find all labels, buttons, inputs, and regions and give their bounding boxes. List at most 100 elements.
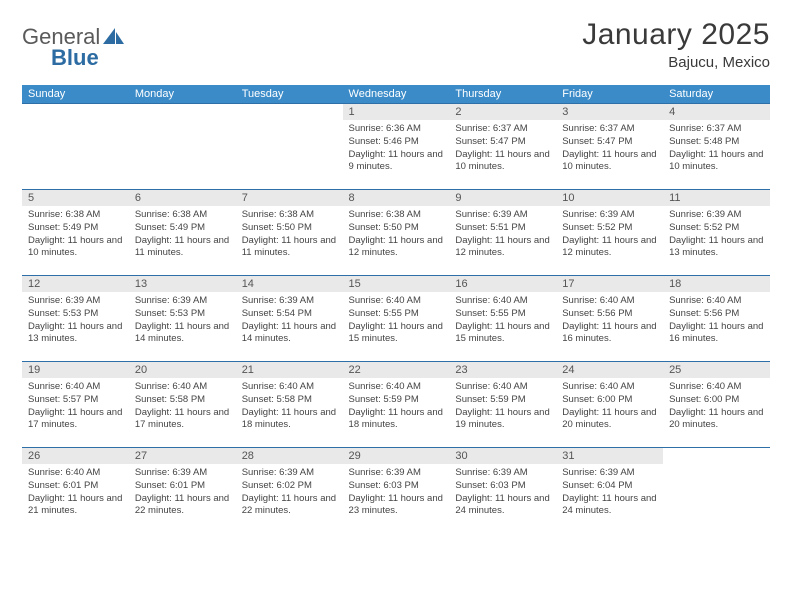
day-content: Sunrise: 6:39 AMSunset: 5:53 PMDaylight:… <box>129 292 236 350</box>
day-content: Sunrise: 6:40 AMSunset: 6:00 PMDaylight:… <box>556 378 663 436</box>
calendar-day-cell: 4Sunrise: 6:37 AMSunset: 5:48 PMDaylight… <box>663 104 770 190</box>
day-content: Sunrise: 6:40 AMSunset: 5:55 PMDaylight:… <box>343 292 450 350</box>
day-content: Sunrise: 6:40 AMSunset: 5:55 PMDaylight:… <box>449 292 556 350</box>
location-subtitle: Bajucu, Mexico <box>582 54 770 71</box>
day-number: 29 <box>343 448 450 464</box>
calendar-day-cell: 17Sunrise: 6:40 AMSunset: 5:56 PMDayligh… <box>556 276 663 362</box>
calendar-day-cell: 20Sunrise: 6:40 AMSunset: 5:58 PMDayligh… <box>129 362 236 448</box>
calendar-day-cell: 14Sunrise: 6:39 AMSunset: 5:54 PMDayligh… <box>236 276 343 362</box>
day-number: 1 <box>343 104 450 120</box>
day-number: 31 <box>556 448 663 464</box>
day-number: 26 <box>22 448 129 464</box>
calendar-day-cell: 12Sunrise: 6:39 AMSunset: 5:53 PMDayligh… <box>22 276 129 362</box>
day-number: 23 <box>449 362 556 378</box>
day-content: Sunrise: 6:40 AMSunset: 5:57 PMDaylight:… <box>22 378 129 436</box>
calendar-day-cell: 7Sunrise: 6:38 AMSunset: 5:50 PMDaylight… <box>236 190 343 276</box>
calendar-day-cell <box>22 104 129 190</box>
calendar-day-cell: 15Sunrise: 6:40 AMSunset: 5:55 PMDayligh… <box>343 276 450 362</box>
calendar-day-cell: 29Sunrise: 6:39 AMSunset: 6:03 PMDayligh… <box>343 448 450 534</box>
weekday-header: Thursday <box>449 85 556 104</box>
calendar-day-cell: 2Sunrise: 6:37 AMSunset: 5:47 PMDaylight… <box>449 104 556 190</box>
day-number: 11 <box>663 190 770 206</box>
day-number: 3 <box>556 104 663 120</box>
logo-text-blue: Blue <box>51 45 99 71</box>
day-number: 9 <box>449 190 556 206</box>
calendar-day-cell <box>663 448 770 534</box>
calendar-day-cell: 31Sunrise: 6:39 AMSunset: 6:04 PMDayligh… <box>556 448 663 534</box>
logo-sail-icon <box>103 28 125 49</box>
page-title: January 2025 <box>582 18 770 52</box>
day-content: Sunrise: 6:39 AMSunset: 5:52 PMDaylight:… <box>556 206 663 264</box>
day-content: Sunrise: 6:39 AMSunset: 6:04 PMDaylight:… <box>556 464 663 522</box>
day-content: Sunrise: 6:39 AMSunset: 5:52 PMDaylight:… <box>663 206 770 264</box>
day-number: 14 <box>236 276 343 292</box>
weekday-header-row: Sunday Monday Tuesday Wednesday Thursday… <box>22 85 770 104</box>
day-number: 17 <box>556 276 663 292</box>
day-number: 8 <box>343 190 450 206</box>
weekday-header: Monday <box>129 85 236 104</box>
day-content: Sunrise: 6:37 AMSunset: 5:47 PMDaylight:… <box>556 120 663 178</box>
weekday-header: Sunday <box>22 85 129 104</box>
day-content: Sunrise: 6:40 AMSunset: 5:59 PMDaylight:… <box>343 378 450 436</box>
day-number: 16 <box>449 276 556 292</box>
day-content: Sunrise: 6:39 AMSunset: 5:54 PMDaylight:… <box>236 292 343 350</box>
calendar-day-cell: 18Sunrise: 6:40 AMSunset: 5:56 PMDayligh… <box>663 276 770 362</box>
day-number: 28 <box>236 448 343 464</box>
day-number: 20 <box>129 362 236 378</box>
day-number: 27 <box>129 448 236 464</box>
calendar-day-cell: 21Sunrise: 6:40 AMSunset: 5:58 PMDayligh… <box>236 362 343 448</box>
day-content: Sunrise: 6:40 AMSunset: 5:58 PMDaylight:… <box>236 378 343 436</box>
calendar-day-cell: 19Sunrise: 6:40 AMSunset: 5:57 PMDayligh… <box>22 362 129 448</box>
weekday-header: Saturday <box>663 85 770 104</box>
weekday-header: Tuesday <box>236 85 343 104</box>
day-content: Sunrise: 6:38 AMSunset: 5:49 PMDaylight:… <box>129 206 236 264</box>
day-content: Sunrise: 6:38 AMSunset: 5:50 PMDaylight:… <box>343 206 450 264</box>
day-number: 30 <box>449 448 556 464</box>
day-number: 13 <box>129 276 236 292</box>
calendar-day-cell: 10Sunrise: 6:39 AMSunset: 5:52 PMDayligh… <box>556 190 663 276</box>
calendar-day-cell <box>129 104 236 190</box>
calendar-day-cell: 25Sunrise: 6:40 AMSunset: 6:00 PMDayligh… <box>663 362 770 448</box>
calendar-day-cell: 30Sunrise: 6:39 AMSunset: 6:03 PMDayligh… <box>449 448 556 534</box>
calendar-day-cell: 16Sunrise: 6:40 AMSunset: 5:55 PMDayligh… <box>449 276 556 362</box>
calendar-day-cell: 22Sunrise: 6:40 AMSunset: 5:59 PMDayligh… <box>343 362 450 448</box>
calendar-day-cell: 3Sunrise: 6:37 AMSunset: 5:47 PMDaylight… <box>556 104 663 190</box>
day-number: 7 <box>236 190 343 206</box>
day-content: Sunrise: 6:40 AMSunset: 5:59 PMDaylight:… <box>449 378 556 436</box>
calendar-day-cell <box>236 104 343 190</box>
title-block: January 2025 Bajucu, Mexico <box>582 18 770 71</box>
day-content: Sunrise: 6:40 AMSunset: 5:56 PMDaylight:… <box>556 292 663 350</box>
calendar-week-row: 19Sunrise: 6:40 AMSunset: 5:57 PMDayligh… <box>22 362 770 448</box>
day-number: 22 <box>343 362 450 378</box>
calendar-table: Sunday Monday Tuesday Wednesday Thursday… <box>22 85 770 534</box>
calendar-week-row: 26Sunrise: 6:40 AMSunset: 6:01 PMDayligh… <box>22 448 770 534</box>
day-content: Sunrise: 6:40 AMSunset: 6:01 PMDaylight:… <box>22 464 129 522</box>
calendar-week-row: 12Sunrise: 6:39 AMSunset: 5:53 PMDayligh… <box>22 276 770 362</box>
day-content: Sunrise: 6:37 AMSunset: 5:48 PMDaylight:… <box>663 120 770 178</box>
calendar-week-row: 5Sunrise: 6:38 AMSunset: 5:49 PMDaylight… <box>22 190 770 276</box>
calendar-day-cell: 13Sunrise: 6:39 AMSunset: 5:53 PMDayligh… <box>129 276 236 362</box>
day-content: Sunrise: 6:40 AMSunset: 5:56 PMDaylight:… <box>663 292 770 350</box>
day-content: Sunrise: 6:39 AMSunset: 6:01 PMDaylight:… <box>129 464 236 522</box>
calendar-day-cell: 1Sunrise: 6:36 AMSunset: 5:46 PMDaylight… <box>343 104 450 190</box>
day-content: Sunrise: 6:39 AMSunset: 5:53 PMDaylight:… <box>22 292 129 350</box>
calendar-day-cell: 23Sunrise: 6:40 AMSunset: 5:59 PMDayligh… <box>449 362 556 448</box>
day-content: Sunrise: 6:40 AMSunset: 6:00 PMDaylight:… <box>663 378 770 436</box>
day-number <box>129 104 236 120</box>
day-content: Sunrise: 6:37 AMSunset: 5:47 PMDaylight:… <box>449 120 556 178</box>
calendar-day-cell: 11Sunrise: 6:39 AMSunset: 5:52 PMDayligh… <box>663 190 770 276</box>
day-number: 6 <box>129 190 236 206</box>
calendar-week-row: 1Sunrise: 6:36 AMSunset: 5:46 PMDaylight… <box>22 104 770 190</box>
weekday-header: Wednesday <box>343 85 450 104</box>
calendar-day-cell: 9Sunrise: 6:39 AMSunset: 5:51 PMDaylight… <box>449 190 556 276</box>
calendar-day-cell: 5Sunrise: 6:38 AMSunset: 5:49 PMDaylight… <box>22 190 129 276</box>
day-content: Sunrise: 6:40 AMSunset: 5:58 PMDaylight:… <box>129 378 236 436</box>
day-number <box>663 448 770 464</box>
day-content: Sunrise: 6:39 AMSunset: 6:03 PMDaylight:… <box>449 464 556 522</box>
day-number: 2 <box>449 104 556 120</box>
day-content: Sunrise: 6:39 AMSunset: 5:51 PMDaylight:… <box>449 206 556 264</box>
day-number: 25 <box>663 362 770 378</box>
calendar-day-cell: 24Sunrise: 6:40 AMSunset: 6:00 PMDayligh… <box>556 362 663 448</box>
day-number: 10 <box>556 190 663 206</box>
day-number: 21 <box>236 362 343 378</box>
